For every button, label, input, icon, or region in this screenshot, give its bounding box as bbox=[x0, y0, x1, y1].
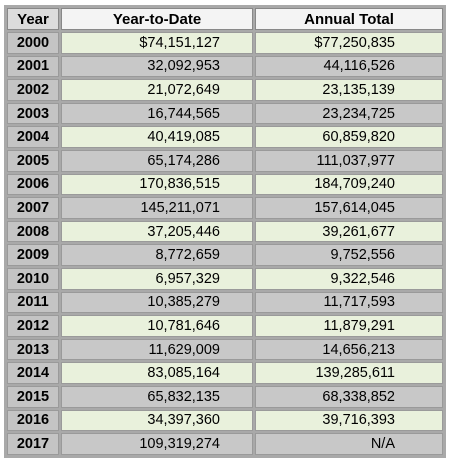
year-cell: 2001 bbox=[7, 55, 59, 78]
value-cell: 40,419,085 bbox=[61, 126, 253, 148]
value-cell: 10,385,279 bbox=[61, 291, 253, 314]
revenue-table: Year Year-to-Date Annual Total 2000 $74,1… bbox=[5, 6, 445, 457]
year-cell: 2012 bbox=[7, 315, 59, 337]
value-cell: 109,319,274 bbox=[61, 433, 253, 455]
table-row: 2011 10,385,279 11,717,593 bbox=[7, 291, 443, 314]
table-row: 2015 65,832,135 68,338,852 bbox=[7, 385, 443, 408]
value-cell: 34,397,360 bbox=[61, 409, 253, 432]
table-row: 2016 34,397,360 39,716,393 bbox=[7, 409, 443, 432]
table-row: 2005 65,174,286 111,037,977 bbox=[7, 149, 443, 172]
value-cell: 21,072,649 bbox=[61, 79, 253, 101]
value-cell: 65,832,135 bbox=[61, 385, 253, 408]
value-cell: 11,629,009 bbox=[61, 338, 253, 361]
table-row: 2006 170,836,515 184,709,240 bbox=[7, 173, 443, 196]
year-cell: 2002 bbox=[7, 79, 59, 101]
year-cell: 2013 bbox=[7, 338, 59, 361]
value-cell: 23,135,139 bbox=[255, 79, 443, 101]
value-cell: 37,205,446 bbox=[61, 220, 253, 243]
header-row: Year Year-to-Date Annual Total bbox=[7, 8, 443, 30]
header-cell: Year-to-Date bbox=[61, 8, 253, 30]
table-row: 2017 109,319,274 N/A bbox=[7, 433, 443, 455]
value-cell: 145,211,071 bbox=[61, 197, 253, 219]
value-cell: $74,151,127 bbox=[61, 32, 253, 54]
table-frame: Year Year-to-Date Annual Total 2000 $74,1… bbox=[4, 5, 446, 458]
year-cell: 2000 bbox=[7, 32, 59, 54]
value-cell: 44,116,526 bbox=[255, 55, 443, 78]
year-cell: 2005 bbox=[7, 149, 59, 172]
value-cell: 9,322,546 bbox=[255, 267, 443, 290]
value-cell: 83,085,164 bbox=[61, 362, 253, 384]
value-cell: 32,092,953 bbox=[61, 55, 253, 78]
table-row: 2007 145,211,071 157,614,045 bbox=[7, 197, 443, 219]
value-cell: N/A bbox=[255, 433, 443, 455]
value-cell: 39,261,677 bbox=[255, 220, 443, 243]
value-cell: 14,656,213 bbox=[255, 338, 443, 361]
value-cell: 60,859,820 bbox=[255, 126, 443, 148]
year-cell: 2009 bbox=[7, 244, 59, 266]
table-row: 2004 40,419,085 60,859,820 bbox=[7, 126, 443, 148]
year-cell: 2008 bbox=[7, 220, 59, 243]
table-row: 2013 11,629,009 14,656,213 bbox=[7, 338, 443, 361]
value-cell: $77,250,835 bbox=[255, 32, 443, 54]
table-row: 2009 8,772,659 9,752,556 bbox=[7, 244, 443, 266]
header-cell: Year bbox=[7, 8, 59, 30]
year-cell: 2015 bbox=[7, 385, 59, 408]
table-body: 2000 $74,151,127 $77,250,835 2001 32,092,953… bbox=[7, 32, 443, 455]
year-cell: 2014 bbox=[7, 362, 59, 384]
value-cell: 23,234,725 bbox=[255, 102, 443, 125]
value-cell: 65,174,286 bbox=[61, 149, 253, 172]
table-row: 2008 37,205,446 39,261,677 bbox=[7, 220, 443, 243]
value-cell: 11,717,593 bbox=[255, 291, 443, 314]
year-cell: 2010 bbox=[7, 267, 59, 290]
year-cell: 2007 bbox=[7, 197, 59, 219]
table-row: 2001 32,092,953 44,116,526 bbox=[7, 55, 443, 78]
value-cell: 170,836,515 bbox=[61, 173, 253, 196]
year-cell: 2016 bbox=[7, 409, 59, 432]
table-row: 2002 21,072,649 23,135,139 bbox=[7, 79, 443, 101]
value-cell: 139,285,611 bbox=[255, 362, 443, 384]
table-row: 2012 10,781,646 11,879,291 bbox=[7, 315, 443, 337]
value-cell: 39,716,393 bbox=[255, 409, 443, 432]
value-cell: 184,709,240 bbox=[255, 173, 443, 196]
value-cell: 11,879,291 bbox=[255, 315, 443, 337]
header-cell: Annual Total bbox=[255, 8, 443, 30]
value-cell: 9,752,556 bbox=[255, 244, 443, 266]
value-cell: 157,614,045 bbox=[255, 197, 443, 219]
year-cell: 2003 bbox=[7, 102, 59, 125]
year-cell: 2006 bbox=[7, 173, 59, 196]
value-cell: 8,772,659 bbox=[61, 244, 253, 266]
table-row: 2010 6,957,329 9,322,546 bbox=[7, 267, 443, 290]
year-cell: 2011 bbox=[7, 291, 59, 314]
year-cell: 2004 bbox=[7, 126, 59, 148]
value-cell: 68,338,852 bbox=[255, 385, 443, 408]
year-cell: 2017 bbox=[7, 433, 59, 455]
value-cell: 16,744,565 bbox=[61, 102, 253, 125]
value-cell: 10,781,646 bbox=[61, 315, 253, 337]
value-cell: 6,957,329 bbox=[61, 267, 253, 290]
table-row: 2000 $74,151,127 $77,250,835 bbox=[7, 32, 443, 54]
table-row: 2014 83,085,164 139,285,611 bbox=[7, 362, 443, 384]
table-row: 2003 16,744,565 23,234,725 bbox=[7, 102, 443, 125]
value-cell: 111,037,977 bbox=[255, 149, 443, 172]
